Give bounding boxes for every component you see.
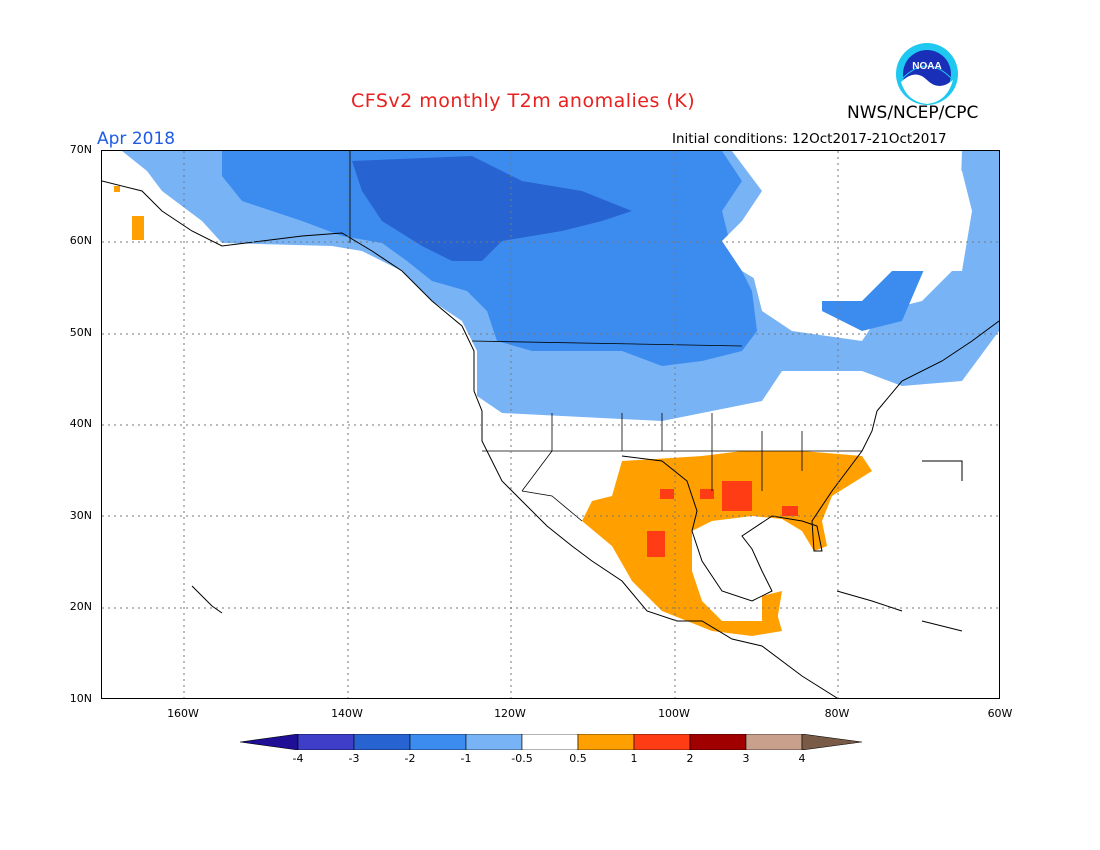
- colorbar-label: 2: [686, 752, 694, 765]
- political-borders: [349, 151, 862, 522]
- colorbar-label: 3: [742, 752, 750, 765]
- colorbar-segment: [353, 734, 411, 750]
- colorbar-segment: [521, 734, 579, 750]
- warm-anomaly-region: [582, 451, 872, 636]
- initial-conditions-label: Initial conditions: 12Oct2017-21Oct2017: [672, 131, 947, 147]
- colorbar-segment: [240, 734, 299, 750]
- map-gridlines: [102, 151, 999, 698]
- lon-label-140w: 140W: [331, 707, 363, 720]
- lon-label-100w: 100W: [658, 707, 690, 720]
- colorbar-segment: [409, 734, 467, 750]
- colorbar: [240, 734, 862, 750]
- lat-label-10n: 10N: [69, 692, 92, 705]
- colorbar-label: -4: [292, 752, 304, 765]
- map-title: CFSv2 monthly T2m anomalies (K): [351, 90, 696, 112]
- colorbar-segment: [801, 734, 862, 750]
- colorbar-label: -2: [404, 752, 416, 765]
- lat-label-50n: 50N: [69, 326, 92, 339]
- lat-label-60n: 60N: [69, 234, 92, 247]
- colorbar-label: 1: [630, 752, 638, 765]
- noaa-logo-text: NOAA: [912, 61, 941, 72]
- colorbar-label: -1: [460, 752, 472, 765]
- neutral-greenland-region: [722, 166, 972, 301]
- colorbar-segment: [465, 734, 523, 750]
- target-month-label: Apr 2018: [97, 129, 176, 149]
- warm-anomaly-alaska-pixels: [114, 186, 144, 240]
- lon-label-160w: 160W: [167, 707, 199, 720]
- lat-label-70n: 70N: [69, 143, 92, 156]
- colorbar-label: -0.5: [511, 752, 533, 765]
- map-canvas: [102, 151, 999, 698]
- anomaly-map: [101, 150, 1000, 699]
- lat-label-20n: 20N: [69, 600, 92, 613]
- colorbar-segment: [577, 734, 635, 750]
- lon-label-120w: 120W: [494, 707, 526, 720]
- colorbar-segment: [745, 734, 803, 750]
- lat-label-30n: 30N: [69, 509, 92, 522]
- lon-label-60w: 60W: [987, 707, 1013, 720]
- noaa-logo: NOAA: [896, 43, 958, 105]
- warm-anomaly-strong-region: [647, 481, 798, 557]
- colorbar-segment: [297, 734, 355, 750]
- agency-label: NWS/NCEP/CPC: [847, 103, 979, 123]
- colorbar-label: -3: [348, 752, 360, 765]
- lon-label-80w: 80W: [824, 707, 850, 720]
- colorbar-segment: [633, 734, 691, 750]
- cold-anomaly-strong-region: [352, 156, 632, 261]
- lat-label-40n: 40N: [69, 417, 92, 430]
- coastlines: [102, 180, 999, 698]
- colorbar-label: 0.5: [569, 752, 587, 765]
- colorbar-label: 4: [798, 752, 806, 765]
- colorbar-segment: [689, 734, 747, 750]
